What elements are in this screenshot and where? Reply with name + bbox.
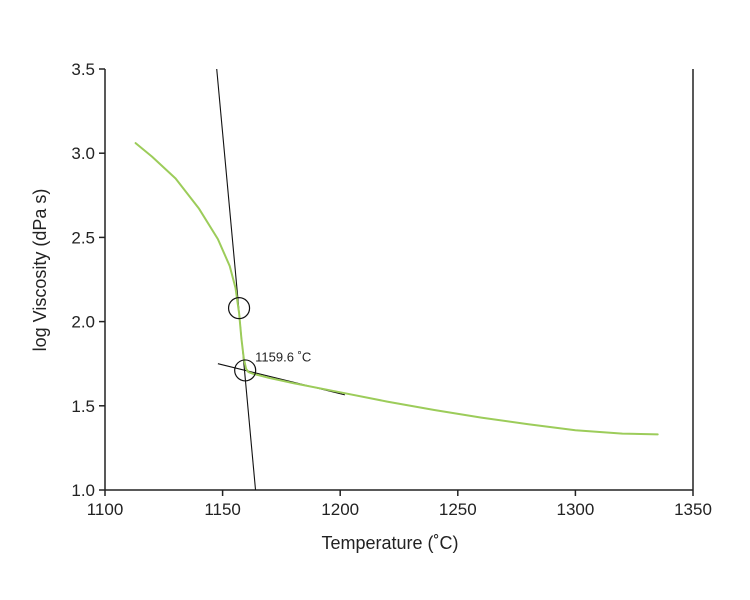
x-tick-label: 1150 [204,500,241,519]
y-tick-label: 1.5 [71,397,95,416]
y-tick-label: 1.0 [71,481,95,500]
y-tick-label: 3.5 [71,60,95,79]
marker-circle [227,297,251,320]
x-tick-label: 1350 [674,500,712,519]
tick-group: 1100 1150 1200 1250 1300 1350 1.0 1.5 2.0 2.5 3.0 3… [71,60,712,519]
x-tick-label: 1300 [556,500,594,519]
markers-group: 1159.6 ˚C [227,297,311,382]
x-tick-label: 1100 [87,500,124,519]
y-tick-label: 2.5 [71,228,95,247]
x-axis-title: Temperature (˚C) [321,533,458,553]
x-tick-label: 1200 [321,500,359,519]
y-axis-title: log Viscosity (dPa s) [30,189,50,352]
x-tick-label: 1250 [439,500,477,519]
y-tick-label: 3.0 [71,144,95,163]
tangent-line [216,68,257,491]
viscosity-curve [134,142,659,436]
lines-group [134,68,659,491]
plot-frame [104,69,694,491]
marker-circle [234,359,257,382]
y-tick-label: 2.0 [71,313,95,332]
inflection-annotation: 1159.6 ˚C [255,349,311,364]
